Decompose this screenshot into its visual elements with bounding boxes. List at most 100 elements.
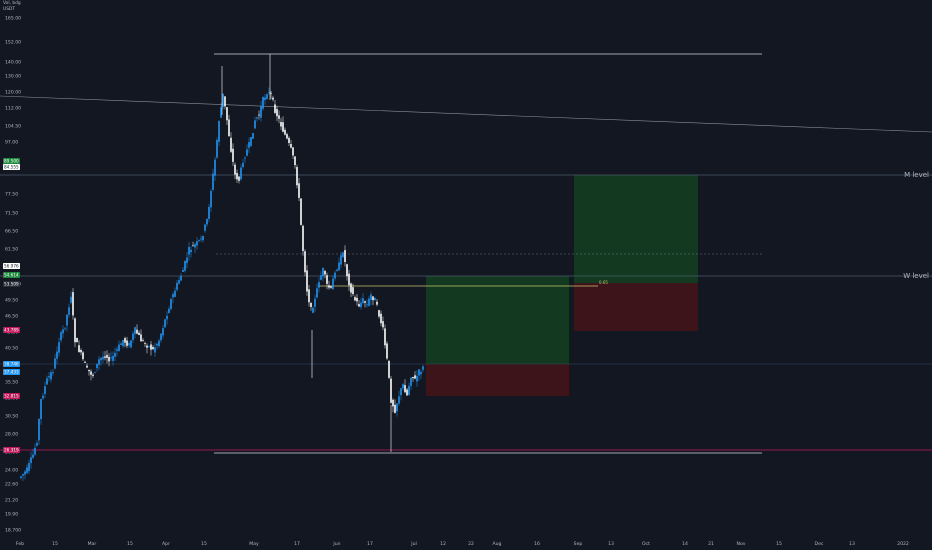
candle-body (32, 454, 34, 458)
candle-body (326, 275, 328, 284)
candle-body (294, 156, 296, 166)
candle-body (94, 372, 96, 374)
fib-level-label: 0.65 (599, 280, 608, 285)
candle-body (220, 107, 222, 118)
candle-body (132, 333, 134, 340)
y-tick-label: 19.90 (5, 512, 18, 518)
candle-body (58, 342, 60, 353)
price-tag-label: 38.746 (4, 362, 19, 367)
candle-body (308, 289, 310, 303)
drawing-lines[interactable]: M level W level 0.65 (0, 53, 932, 454)
candle-body (266, 94, 268, 99)
candle-body (254, 120, 256, 129)
candle-body (130, 340, 132, 348)
candle-body (300, 198, 302, 225)
candle-body (156, 343, 158, 346)
candle-body (282, 122, 284, 132)
candle-body (380, 313, 382, 324)
candle-body (38, 418, 40, 441)
candle-body (192, 245, 194, 247)
candle-body (92, 374, 94, 376)
long-loss-zone-2[interactable] (574, 283, 698, 331)
candle-body (128, 343, 130, 346)
currency-unit: USDT (3, 6, 15, 12)
candle-body (334, 272, 336, 279)
x-tick-label: 14 (682, 541, 688, 547)
candle-body (394, 404, 396, 413)
position-zones[interactable] (426, 175, 698, 396)
x-tick-label: 21 (708, 541, 714, 547)
y-tick-label: 120.00 (5, 90, 21, 96)
long-profit-zone[interactable] (426, 276, 569, 364)
x-tick-label: 15 (127, 541, 133, 547)
candle-body (332, 278, 334, 290)
candle-body (372, 296, 374, 301)
candle-body (356, 297, 358, 302)
candle-body (344, 250, 346, 262)
candle-body (126, 340, 128, 346)
trend-line[interactable] (0, 95, 932, 133)
candle-body (102, 356, 104, 360)
x-tick-label: 15 (201, 541, 207, 547)
x-tick-label: Jul (410, 541, 417, 547)
candle-body (46, 378, 48, 385)
candle-body (362, 298, 364, 303)
candle-body (52, 372, 54, 373)
candle-body (88, 369, 90, 372)
x-tick-label: 16 (534, 541, 540, 547)
candle-body (118, 344, 120, 351)
candle-body (358, 304, 360, 307)
candle-body (384, 328, 386, 346)
x-tick-label: Sep (574, 541, 583, 547)
candle-body (296, 167, 298, 186)
x-tick-label: May (249, 541, 259, 547)
long-profit-zone-2[interactable] (574, 175, 698, 283)
candle-body (302, 225, 304, 251)
candle-body (154, 347, 156, 353)
candle-body (116, 349, 118, 351)
candle-body (206, 218, 208, 225)
candle-body (224, 96, 226, 107)
candle-body (148, 346, 150, 347)
x-tick-label: 13 (849, 541, 855, 547)
y-tick-label: 18.700 (5, 528, 21, 534)
candle-body (278, 115, 280, 119)
candle-body (104, 356, 106, 358)
candle-body (284, 129, 286, 135)
candle-body (138, 332, 140, 336)
candle-body (286, 134, 288, 139)
candle-body (318, 282, 320, 288)
candle-body (370, 294, 372, 300)
candle-body (256, 117, 258, 119)
candle-body (98, 359, 100, 365)
time-axis[interactable]: Feb 15 Mar 15 Apr 15 May 17 Jun 17 Jul 12 22 Aug 16 Sep… (16, 541, 909, 547)
price-tag (3, 447, 20, 453)
candle-body (108, 356, 110, 362)
candle-body (264, 97, 266, 101)
candle-body (188, 247, 190, 255)
long-loss-zone[interactable] (426, 364, 569, 396)
candle-body (232, 148, 234, 162)
candle-body (66, 314, 68, 326)
candle-body (226, 107, 228, 121)
candle-body (390, 378, 392, 403)
candle-body (412, 376, 414, 379)
candle-body (324, 271, 326, 275)
candle-body (64, 327, 66, 329)
y-tick-label: 28.00 (5, 432, 18, 438)
candle-body (60, 332, 62, 341)
candle-body (352, 287, 354, 295)
candle-body (388, 360, 390, 378)
candle-body (54, 358, 56, 369)
candle-body (348, 273, 350, 286)
candle-body (186, 257, 188, 263)
x-tick-label: Nov (737, 541, 746, 547)
price-tag-label: 32.815 (4, 394, 19, 399)
price-tag-label: 43.789 (4, 328, 19, 333)
candle-body (346, 264, 348, 277)
x-tick-label: Mar (88, 541, 97, 547)
candle-body (272, 97, 274, 100)
candle-body (230, 137, 232, 152)
candle-body (80, 349, 82, 353)
